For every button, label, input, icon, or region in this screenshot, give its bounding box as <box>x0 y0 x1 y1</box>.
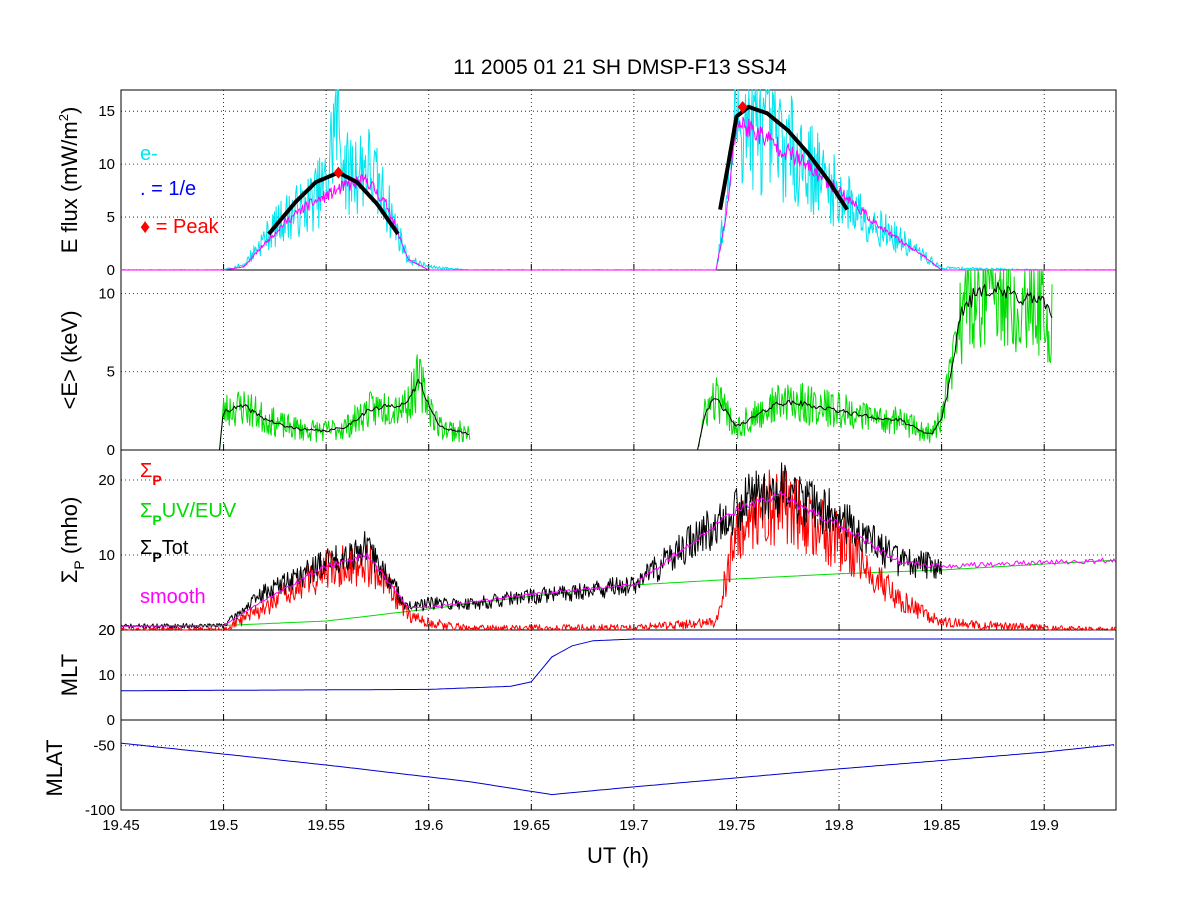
x-tick-label: 19.85 <box>923 817 961 834</box>
y-tick-label: 15 <box>98 103 115 120</box>
fit-curve-1 <box>267 170 400 236</box>
peak-marker <box>333 166 344 179</box>
x-tick-label: 19.75 <box>718 817 756 834</box>
energy-series <box>697 269 1053 451</box>
data-series <box>120 89 1117 796</box>
mlat-series <box>120 742 1114 796</box>
sigma-smooth-series <box>120 491 1117 627</box>
x-tick-label: 19.5 <box>209 817 238 834</box>
x-tick-label: 19.65 <box>513 817 551 834</box>
legend-peak: ♦ = Peak <box>140 216 220 238</box>
energy-smooth-series <box>219 378 469 451</box>
mlat-ylabel: MLAT <box>42 739 67 796</box>
x-tick-label: 19.6 <box>414 817 443 834</box>
x-tick-label: 19.8 <box>824 817 853 834</box>
sigma-ylabel: ΣP (mho) <box>57 497 87 584</box>
y-tick-label: 0 <box>107 622 115 639</box>
x-tick-label: 19.45 <box>102 817 140 834</box>
energy-ylabel: <E> (keV) <box>57 310 82 409</box>
y-tick-label: 10 <box>98 285 115 302</box>
y-tick-label: 0 <box>107 262 115 279</box>
legend-sigma-tot: ΣPTot <box>140 537 189 565</box>
y-tick-label: 5 <box>107 209 115 226</box>
x-axis-label: UT (h) <box>587 843 649 868</box>
fit-curve-2 <box>718 104 849 211</box>
y-tick-label: 10 <box>98 667 115 684</box>
y-tick-label: 20 <box>98 622 115 639</box>
y-tick-label: -50 <box>93 738 115 755</box>
peak-marker <box>737 100 748 113</box>
mlt-series <box>120 638 1114 692</box>
legend-one-over-e: . = 1/e <box>140 178 196 200</box>
y-tick-label: 20 <box>98 472 115 489</box>
y-tick-label: -100 <box>85 802 115 819</box>
energy-series <box>219 354 471 451</box>
y-tick-label: 0 <box>107 442 115 459</box>
chart-title: 11 2005 01 21 SH DMSP-F13 SSJ4 <box>453 56 787 79</box>
y-tick-label: 10 <box>98 156 115 173</box>
eflux-smooth-series <box>121 116 1116 271</box>
sigma-p-series <box>120 469 1116 631</box>
y-tick-label: 0 <box>107 712 115 729</box>
x-tick-label: 19.55 <box>307 817 345 834</box>
mlt-ylabel: MLT <box>57 654 82 696</box>
legend-smooth: smooth <box>140 586 206 608</box>
legend-sigma-uv: ΣPUV/EUV <box>140 500 237 528</box>
y-tick-label: 5 <box>107 364 115 381</box>
legend-electrons: e- <box>140 143 158 165</box>
y-tick-label: 10 <box>98 547 115 564</box>
legend-sigma-p: ΣP <box>140 460 162 488</box>
x-tick-label: 19.9 <box>1030 817 1059 834</box>
energy-smooth-series <box>697 281 1053 451</box>
x-tick-label: 19.7 <box>619 817 648 834</box>
eflux-ylabel: E flux (mW/m2) <box>56 107 82 254</box>
sigma-tot-series <box>120 462 943 629</box>
grid-lines <box>121 90 1116 811</box>
mlat-axes <box>120 719 1117 811</box>
